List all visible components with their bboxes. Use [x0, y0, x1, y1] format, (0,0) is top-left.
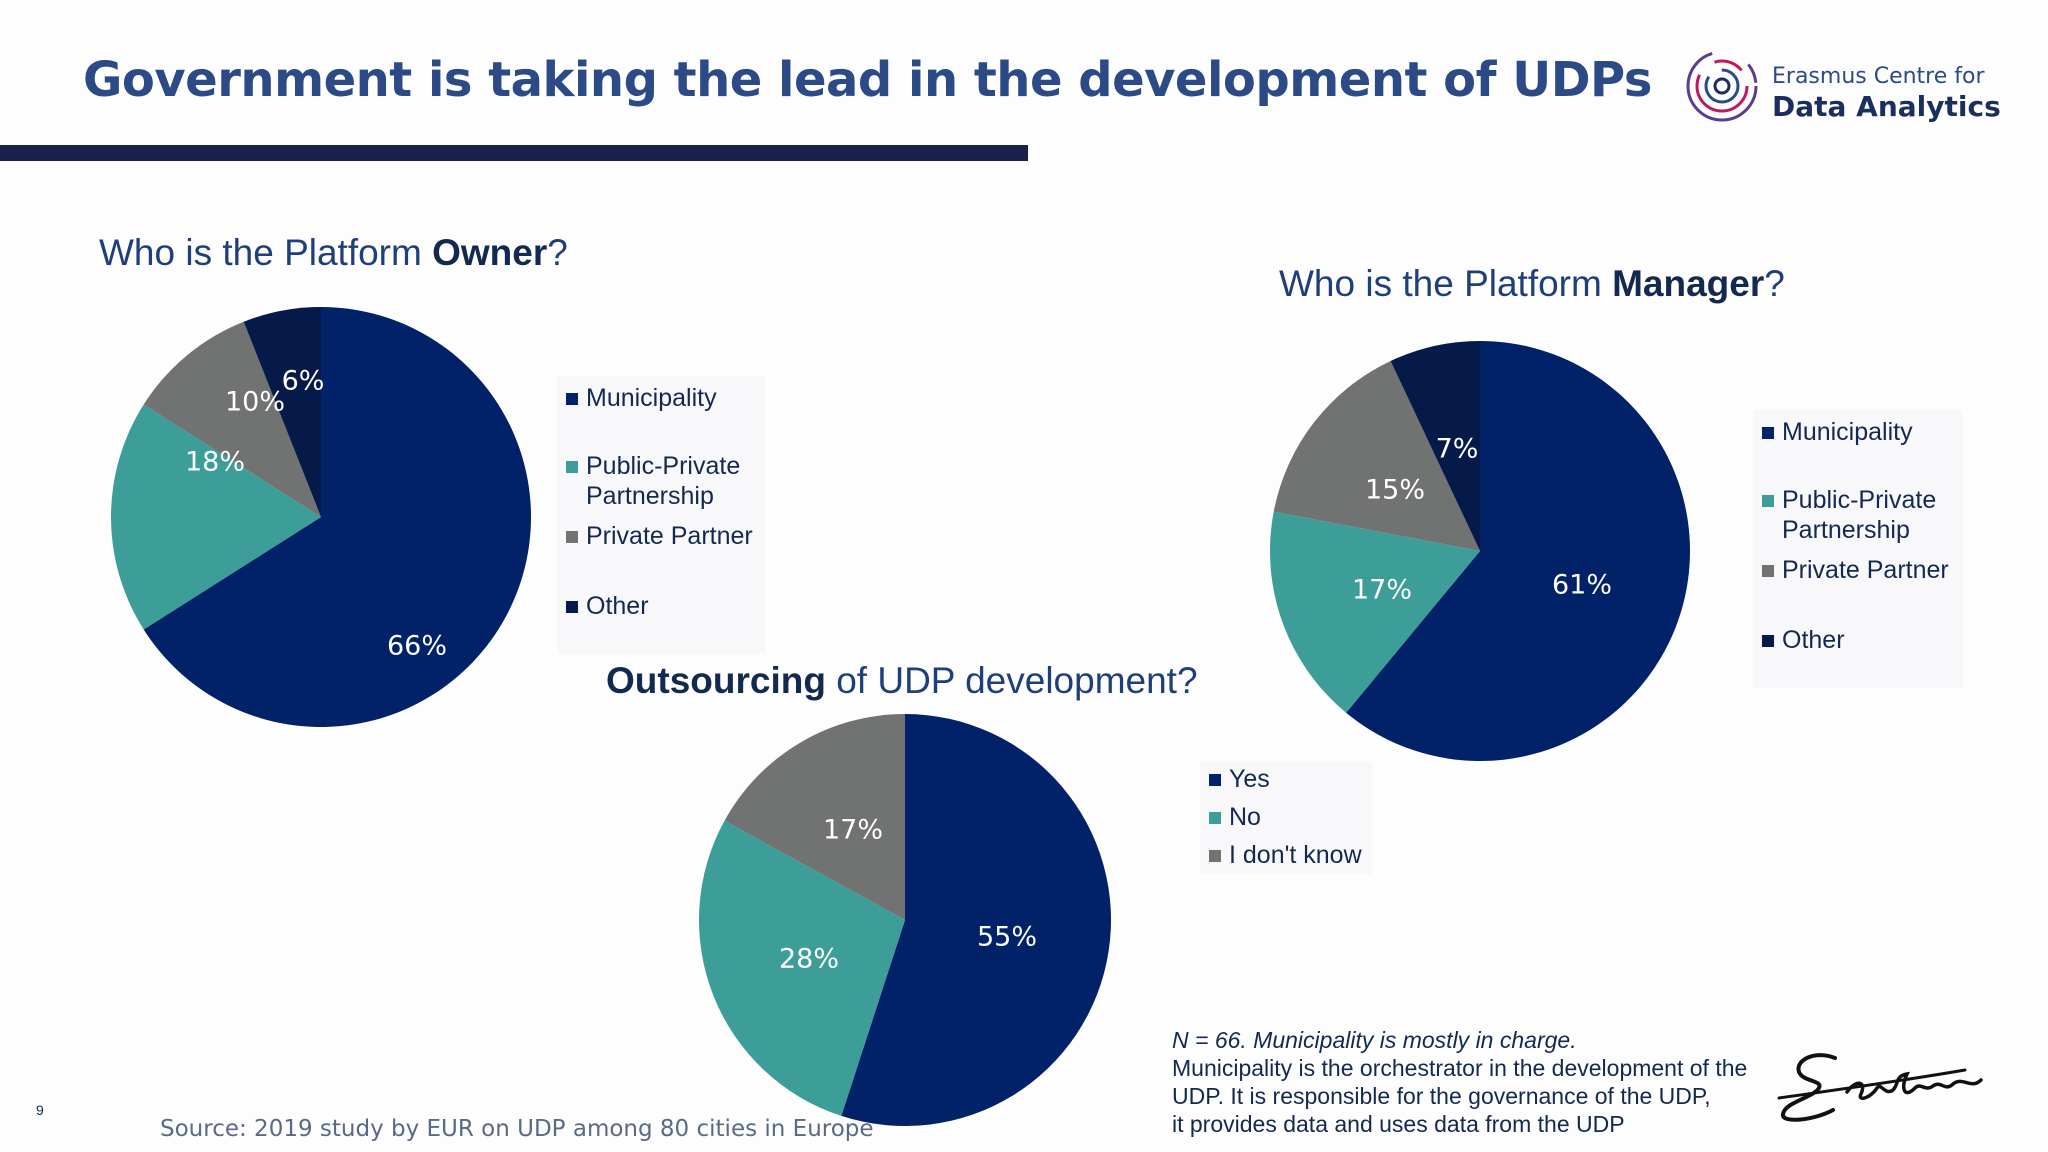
- legend-item-yes: Yes: [1209, 764, 1270, 794]
- footnote: N = 66. Municipality is mostly in charge…: [1172, 1026, 1747, 1138]
- owner-title-post: ?: [547, 232, 568, 273]
- pie-data-label: 17%: [823, 815, 883, 846]
- legend-label: Public-Private Partnership: [1782, 486, 1937, 544]
- legend-label: No: [1229, 803, 1261, 831]
- pie-slice-other: [1390, 341, 1480, 551]
- pie-data-label: 10%: [225, 387, 285, 418]
- legend-swatch: [1762, 635, 1774, 647]
- source-text: Source: 2019 study by EUR on UDP among 8…: [160, 1116, 874, 1142]
- footnote-line-4: it provides data and uses data from the …: [1172, 1111, 1625, 1137]
- pie-slice-yes: [841, 714, 1111, 1126]
- manager-pie-chart: 61% 17% 15% 7%: [1269, 341, 1690, 761]
- outsourcing-chart-title: Outsourcing of UDP development?: [606, 660, 1198, 702]
- legend-label: Yes: [1229, 765, 1270, 793]
- legend-item-municipality: Municipality: [566, 383, 717, 413]
- manager-chart-title: Who is the Platform Manager?: [1279, 263, 1785, 305]
- page-title: Government is taking the lead in the dev…: [83, 52, 1652, 108]
- pie-data-label: 61%: [1552, 570, 1612, 601]
- owner-pie-chart: 66% 18% 10%6%: [111, 307, 532, 727]
- pie-data-label: 66%: [387, 631, 447, 662]
- legend-swatch: [1762, 565, 1774, 577]
- legend-label: Private Partner: [1782, 556, 1949, 584]
- legend-swatch: [566, 461, 578, 473]
- legend-item-public-private: Public-Private Partnership: [566, 451, 756, 511]
- pie-slice-public-private-partnership: [111, 404, 322, 630]
- logo-text-line1: Erasmus Centre for: [1772, 64, 1985, 89]
- pie-data-label: 18%: [185, 447, 245, 478]
- legend-label: Municipality: [586, 384, 717, 412]
- legend-swatch: [566, 393, 578, 405]
- erasmus-signature-icon: [1777, 1053, 1983, 1122]
- legend-label: Public-Private Partnership: [586, 452, 741, 510]
- footnote-line-3: UDP. It is responsible for the governanc…: [1172, 1083, 1711, 1109]
- pie-data-label: 28%: [779, 944, 839, 975]
- logo-text-line2: Data Analytics: [1772, 90, 2001, 123]
- outsourcing-title-post: of UDP development?: [825, 660, 1198, 701]
- legend-item-other: Other: [566, 591, 649, 621]
- legend-label: Municipality: [1782, 418, 1913, 446]
- legend-swatch: [1209, 850, 1221, 862]
- manager-title-bold: Manager: [1612, 263, 1765, 304]
- legend-label: Private Partner: [586, 522, 753, 550]
- pie-slice-public-private-partnership: [1269, 511, 1480, 713]
- owner-title-bold: Owner: [432, 232, 548, 273]
- outsourcing-legend: Yes No I don't know: [1200, 762, 1372, 874]
- legend-swatch: [566, 531, 578, 543]
- legend-item-public-private: Public-Private Partnership: [1762, 485, 1952, 545]
- pie-slice-municipality: [143, 307, 532, 727]
- legend-item-private-partner: Private Partner: [566, 521, 753, 551]
- footnote-line-2: Municipality is the orchestrator in the …: [1172, 1055, 1748, 1081]
- pie-data-label: 7%: [1436, 434, 1479, 465]
- owner-legend: Municipality Public-Private Partnership …: [557, 376, 765, 654]
- legend-label: Other: [586, 592, 649, 620]
- pie-slice-no: [698, 820, 905, 1116]
- pie-slice-private-partner: [143, 321, 321, 517]
- page-number: 9: [36, 1102, 44, 1118]
- pie-data-label: 17%: [1352, 575, 1412, 606]
- legend-swatch: [1209, 812, 1221, 824]
- legend-item-private-partner: Private Partner: [1762, 555, 1949, 585]
- legend-swatch: [1209, 774, 1221, 786]
- owner-title-pre: Who is the Platform: [99, 232, 433, 273]
- manager-title-post: ?: [1764, 263, 1785, 304]
- title-underline: [0, 145, 1028, 161]
- outsourcing-pie-chart: 55% 28% 17%: [698, 714, 1111, 1126]
- legend-item-no: No: [1209, 802, 1261, 832]
- pie-data-label: 6%: [282, 366, 325, 397]
- footnote-line-1: N = 66. Municipality is mostly in charge…: [1172, 1027, 1577, 1053]
- pie-slice-municipality: [1346, 341, 1690, 761]
- pie-slice-private-partner: [1273, 360, 1480, 551]
- legend-label: I don't know: [1229, 841, 1362, 869]
- outsourcing-title-bold: Outsourcing: [606, 660, 826, 701]
- legend-label: Other: [1782, 626, 1845, 654]
- manager-legend: Municipality Public-Private Partnership …: [1753, 410, 1963, 688]
- manager-title-pre: Who is the Platform: [1279, 263, 1613, 304]
- legend-swatch: [1762, 495, 1774, 507]
- pie-slice-other: [243, 307, 321, 517]
- owner-chart-title: Who is the Platform Owner?: [99, 232, 568, 274]
- legend-item-municipality: Municipality: [1762, 417, 1913, 447]
- concentric-circles-logo-icon: [1686, 50, 1758, 122]
- legend-swatch: [566, 601, 578, 613]
- legend-item-dont-know: I don't know: [1209, 840, 1362, 870]
- eur-data-analytics-logo: Erasmus Centre for Data Analytics: [1684, 46, 2001, 128]
- pie-data-label: 15%: [1365, 475, 1425, 506]
- pie-data-label: 55%: [977, 922, 1037, 953]
- pie-slice-i-don-t-know: [724, 714, 905, 920]
- legend-swatch: [1762, 427, 1774, 439]
- legend-item-other: Other: [1762, 625, 1845, 655]
